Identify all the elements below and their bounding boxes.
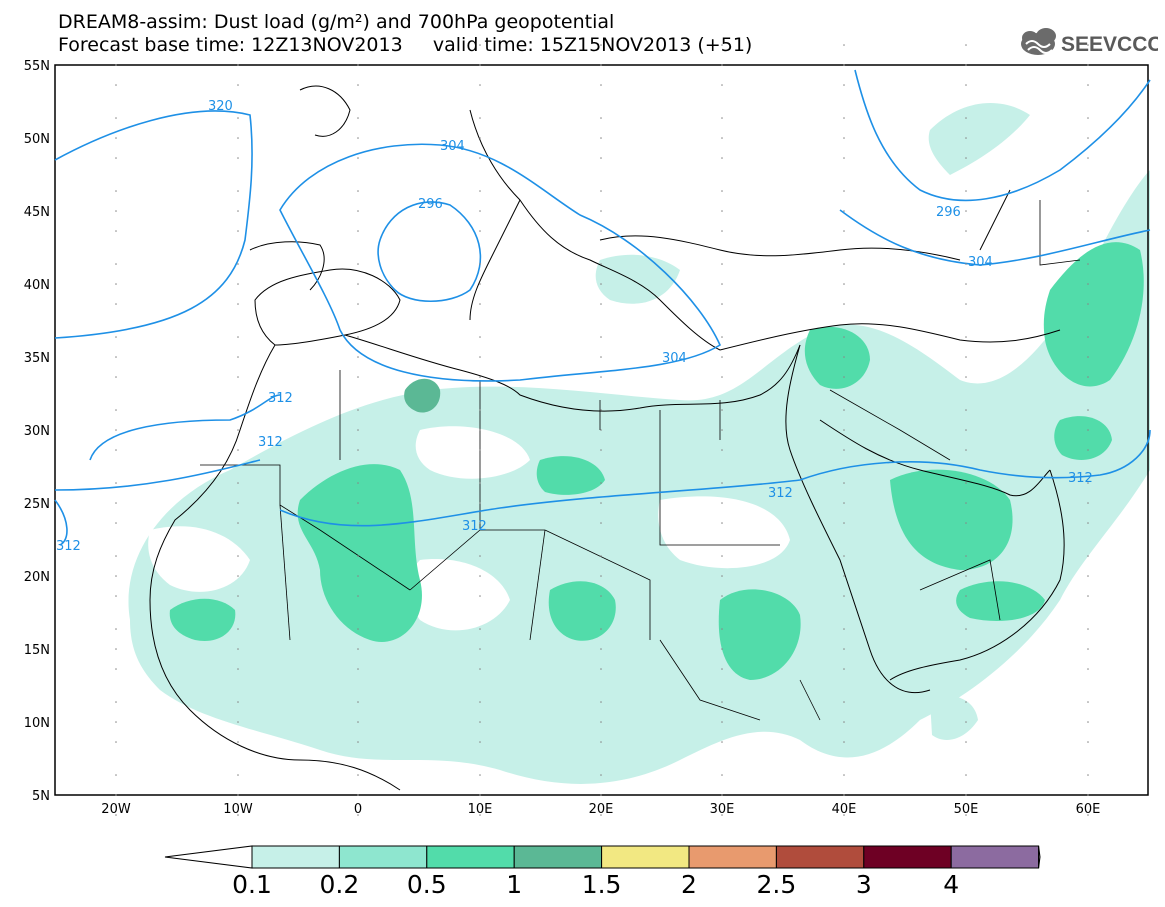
lon-label: 20W bbox=[101, 802, 131, 817]
colorbar-tick-label: 2 bbox=[681, 870, 697, 899]
contour-label: 304 bbox=[968, 255, 993, 270]
contour-labels: 320 304 296 304 296 304 312 312 312 312 … bbox=[56, 99, 1093, 554]
dust-load-fields bbox=[128, 103, 1150, 784]
lat-label: 5N bbox=[32, 789, 50, 804]
lat-label: 10N bbox=[24, 716, 50, 731]
seevccc-logo: SEEVCCC bbox=[1021, 28, 1158, 56]
geopotential-contours bbox=[54, 69, 1151, 546]
lon-label: 60E bbox=[1076, 802, 1101, 817]
contour-label: 312 bbox=[258, 435, 283, 450]
lon-label: 10W bbox=[223, 802, 253, 817]
lon-label: 40E bbox=[832, 802, 857, 817]
logo-text: SEEVCCC bbox=[1061, 33, 1158, 56]
lat-label: 20N bbox=[24, 570, 50, 585]
contour-label: 320 bbox=[208, 99, 233, 114]
lon-label: 20E bbox=[589, 802, 614, 817]
contour-label: 312 bbox=[268, 391, 293, 406]
lat-label: 30N bbox=[24, 424, 50, 439]
coastlines bbox=[149, 85, 1065, 791]
contour-label: 312 bbox=[1068, 471, 1093, 486]
contour-label: 312 bbox=[56, 539, 81, 554]
contour-label: 296 bbox=[936, 205, 961, 220]
contour-label: 312 bbox=[462, 519, 487, 534]
colorbar-tick-label: 0.5 bbox=[407, 870, 447, 899]
colorbar-tick-label: 1 bbox=[506, 870, 522, 899]
forecast-time-subtitle: Forecast base time: 12Z13NOV2013 valid t… bbox=[58, 34, 753, 56]
lat-label: 55N bbox=[24, 59, 50, 74]
contour-label: 304 bbox=[440, 139, 465, 154]
contour-label: 304 bbox=[662, 351, 687, 366]
lat-label: 25N bbox=[24, 497, 50, 512]
lat-label: 15N bbox=[24, 643, 50, 658]
colorbar-tick-label: 3 bbox=[856, 870, 872, 899]
country-borders bbox=[200, 200, 1081, 721]
lat-label: 45N bbox=[24, 205, 50, 220]
contour-label: 296 bbox=[418, 197, 443, 212]
colorbar-tick-label: 0.2 bbox=[320, 870, 360, 899]
lon-label: 50E bbox=[954, 802, 979, 817]
contour-label: 312 bbox=[768, 486, 793, 501]
cloud-icon bbox=[1021, 28, 1056, 55]
lat-label: 35N bbox=[24, 351, 50, 366]
lon-label: 30E bbox=[710, 802, 735, 817]
colorbar-tick-label: 1.5 bbox=[582, 870, 622, 899]
dust-load-map: 320 304 296 304 296 304 312 312 312 312 … bbox=[24, 44, 1151, 817]
grid-dots bbox=[115, 44, 1089, 816]
map-title: DREAM8-assim: Dust load (g/m²) and 700hP… bbox=[58, 11, 615, 33]
colorbar-tick-label: 4 bbox=[943, 870, 959, 899]
lon-label: 10E bbox=[468, 802, 493, 817]
lat-label: 40N bbox=[24, 278, 50, 293]
colorbar-tick-label: 0.1 bbox=[232, 870, 272, 899]
lon-label: 0 bbox=[354, 802, 362, 817]
lat-label: 50N bbox=[24, 132, 50, 147]
colorbar-tick-label: 2.5 bbox=[757, 870, 797, 899]
